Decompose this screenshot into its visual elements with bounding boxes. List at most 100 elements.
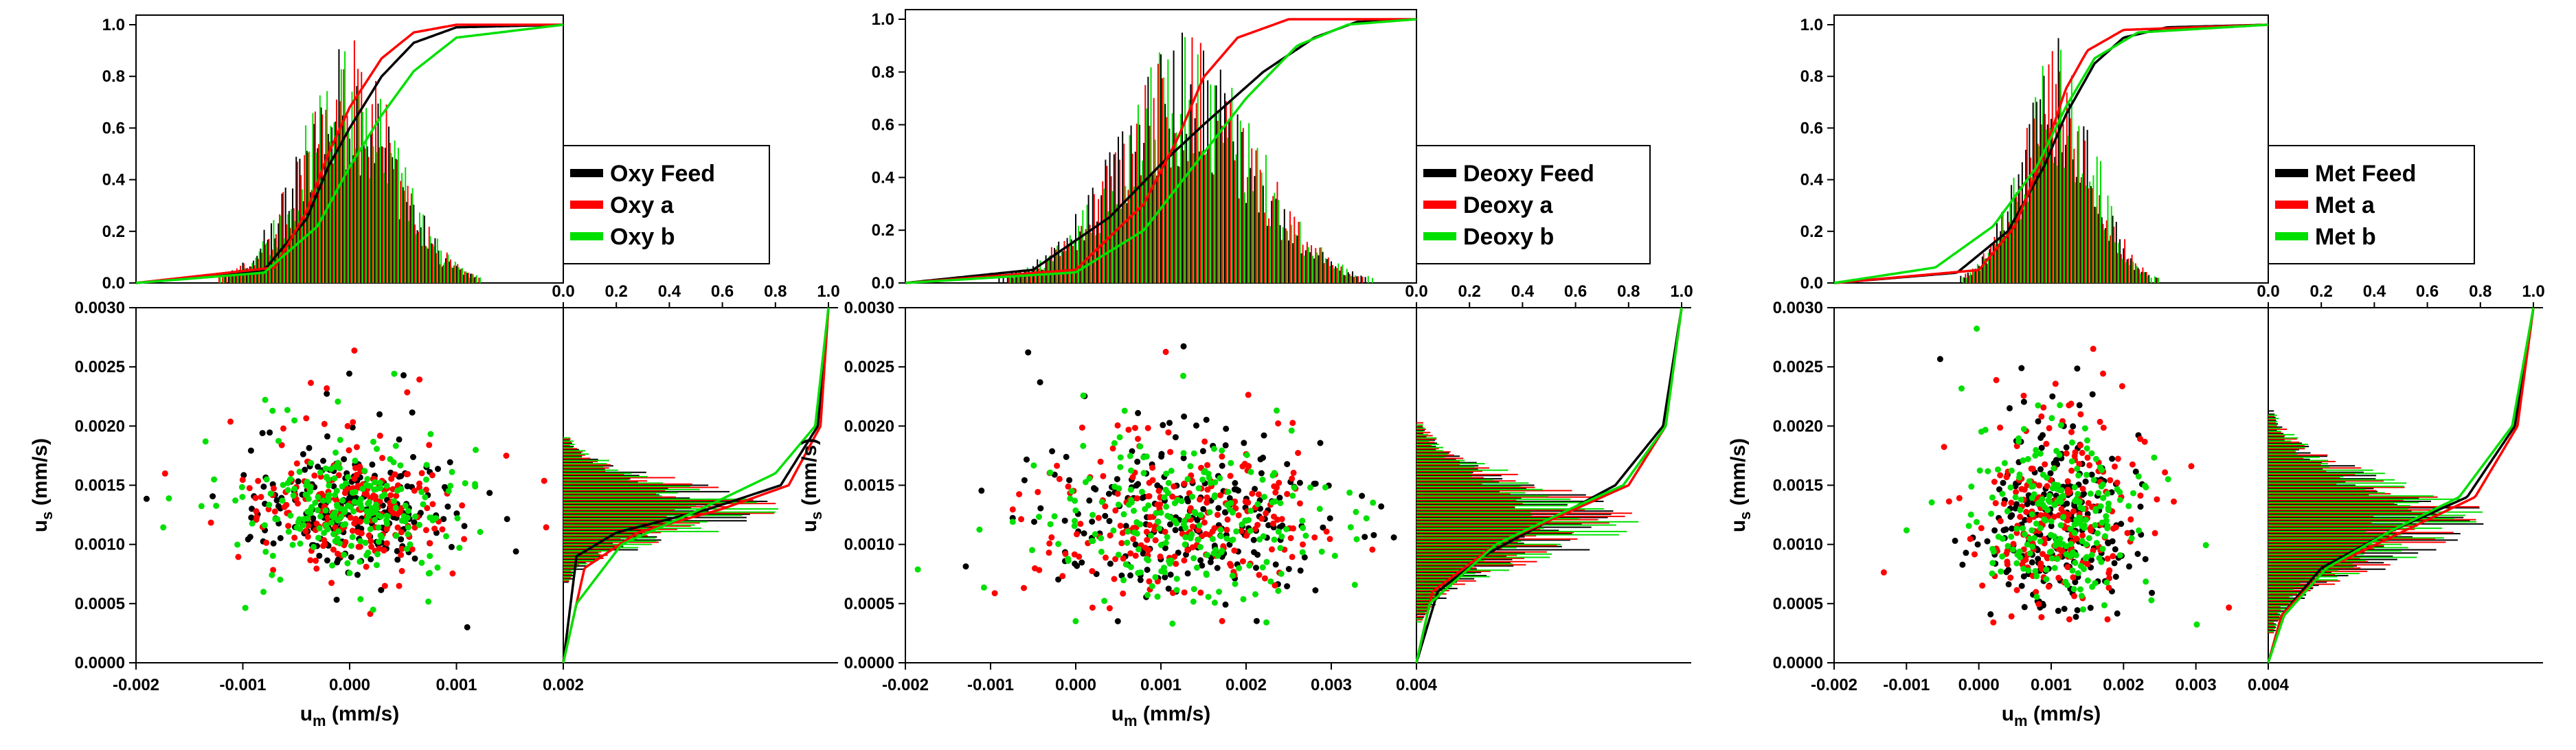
scatter-point (376, 411, 383, 418)
scatter-point (295, 500, 301, 507)
scatter-point (207, 519, 214, 526)
scatter-point (255, 477, 262, 484)
x-tick-label: 0.004 (1396, 676, 1438, 694)
scatter-point (262, 548, 269, 555)
scatter-point (341, 490, 348, 497)
scatter-point (279, 497, 286, 504)
scatter-point (1269, 520, 1276, 527)
scatter-point (459, 502, 466, 509)
scatter-point (2067, 525, 2074, 532)
side-hist-tick-label: 0.2 (2310, 282, 2333, 301)
scatter-point (1959, 561, 1966, 568)
scatter-point (448, 543, 455, 550)
scatter-point (160, 524, 167, 531)
scatter-point (383, 521, 390, 527)
scatter-point (2068, 400, 2075, 407)
scatter-point (2151, 454, 2158, 461)
scatter-point (477, 529, 484, 535)
scatter-point (453, 510, 460, 517)
scatter-point (1260, 454, 1267, 461)
scatter-point (359, 486, 366, 492)
scatter-point (2057, 402, 2064, 409)
scatter-point (2165, 476, 2171, 483)
scatter-point (1031, 519, 1037, 525)
scatter-plot: -0.002 -0.001 0.000 0.001 0.002 0.0000 0.0005 0… (29, 299, 584, 729)
scatter-point (1222, 442, 1229, 448)
scatter-point (2055, 607, 2061, 614)
scatter-point (2092, 508, 2099, 514)
scatter-point (143, 495, 150, 502)
scatter-point (1145, 557, 1151, 564)
scatter-point (404, 514, 411, 521)
scatter-point (2007, 405, 2013, 411)
scatter-point (2053, 457, 2059, 464)
scatter-point (2103, 513, 2110, 520)
scatter-point (1245, 391, 1252, 398)
x-tick-label: -0.001 (1883, 676, 1930, 694)
scatter-point (2089, 583, 2096, 590)
scatter-point (2013, 587, 2020, 593)
scatter-point (352, 457, 359, 464)
side-hist-tick-label: 0.8 (2469, 282, 2492, 301)
scatter-point (2064, 500, 2070, 507)
y-tick-label: 0.0020 (1773, 417, 1823, 435)
scatter-point (1998, 568, 2004, 575)
scatter-point (1271, 470, 1278, 477)
scatter-point (1222, 509, 1229, 516)
scatter-point (2043, 440, 2050, 447)
scatter-point (1275, 528, 1282, 535)
top-cdf-curve (1833, 23, 2269, 284)
scatter-point (1089, 604, 1096, 611)
scatter-point (270, 540, 277, 547)
scatter-point (461, 536, 468, 543)
top-hist-tick-label: 1.0 (872, 10, 894, 29)
scatter-point (2030, 483, 2037, 490)
scatter-point (349, 424, 356, 431)
scatter-point (346, 569, 353, 576)
scatter-point (1287, 535, 1294, 541)
scatter-point (2055, 574, 2062, 581)
scatter-point (1197, 544, 1204, 550)
scatter-point (341, 508, 348, 515)
scatter-point (394, 547, 400, 554)
scatter-point (1271, 536, 1278, 543)
scatter-point (1903, 527, 1910, 534)
scatter-point (1162, 539, 1169, 546)
scatter-point (288, 470, 295, 477)
scatter-point (1164, 512, 1171, 519)
scatter-point (1289, 554, 1296, 560)
scatter-point (1241, 460, 1248, 467)
scatter-point (1184, 498, 1191, 505)
scatter-point (2077, 514, 2083, 521)
scatter-point (2071, 530, 2078, 536)
x-tick-label: 0.002 (1225, 676, 1267, 694)
scatter-point (2066, 616, 2072, 623)
scatter-point (355, 543, 362, 550)
side-hist-bars (2268, 410, 2484, 634)
scatter-point (1359, 492, 1366, 499)
scatter-point (1974, 326, 1980, 332)
x-tick-label: 0.000 (329, 676, 370, 694)
scatter-point (330, 531, 337, 538)
scatter-point (337, 540, 343, 547)
top-hist-tick-label: 1.0 (102, 16, 125, 34)
y-tick-label: 0.0005 (75, 595, 125, 613)
scatter-point (2057, 499, 2064, 505)
top-hist-tick-label: 0.0 (102, 274, 125, 293)
scatter-point (2048, 518, 2055, 525)
scatter-point (357, 558, 363, 565)
scatter-point (1117, 464, 1124, 470)
scatter-point (376, 432, 383, 439)
scatter-point (2126, 563, 2132, 570)
scatter-point (266, 501, 273, 508)
scatter-point (1974, 519, 1980, 525)
scatter-point (2099, 466, 2105, 473)
scatter-point (1243, 452, 1250, 458)
scatter-point (2088, 556, 2094, 563)
scatter-point (284, 487, 291, 493)
scatter-point (2035, 402, 2042, 409)
scatter-point (1051, 513, 1058, 520)
scatter-point (330, 483, 337, 490)
scatter-point (1106, 605, 1113, 612)
scatter-point (2109, 455, 2116, 462)
